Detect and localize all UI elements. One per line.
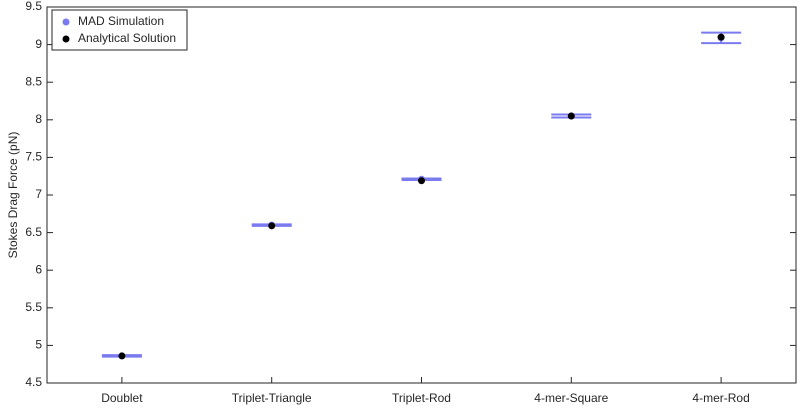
plot-frame	[46, 6, 797, 384]
legend-label: MAD Simulation	[78, 14, 164, 28]
legend-box	[51, 9, 188, 51]
y-tick-label: 8	[35, 112, 42, 126]
x-tick-label: Triplet-Triangle	[232, 391, 312, 405]
marker	[567, 112, 575, 120]
marker	[418, 177, 425, 185]
y-tick-label: 6	[35, 262, 42, 276]
legend-marker	[62, 35, 70, 43]
legend-label: Analytical Solution	[78, 31, 176, 45]
marker	[717, 33, 725, 41]
y-tick-label: 7.5	[25, 150, 42, 164]
y-tick-label: 7	[35, 187, 42, 201]
x-tick-label: Doublet	[101, 391, 143, 405]
x-tick-label: Triplet-Rod	[392, 391, 451, 405]
y-tick-label: 4.5	[25, 375, 42, 389]
y-tick-label: 9.5	[25, 0, 42, 13]
y-tick-label: 6.5	[25, 225, 42, 239]
marker	[118, 352, 126, 360]
y-tick-label: 5.5	[25, 300, 42, 314]
marker	[268, 222, 276, 230]
y-axis-label: Stokes Drag Force (pN)	[6, 132, 20, 259]
y-tick-label: 8.5	[25, 74, 42, 88]
x-tick-label: 4-mer-Square	[534, 391, 608, 405]
y-tick-label: 5	[35, 338, 42, 352]
y-tick-label: 9	[35, 37, 42, 51]
legend-marker	[62, 18, 70, 26]
x-tick-label: 4-mer-Rod	[692, 391, 749, 405]
